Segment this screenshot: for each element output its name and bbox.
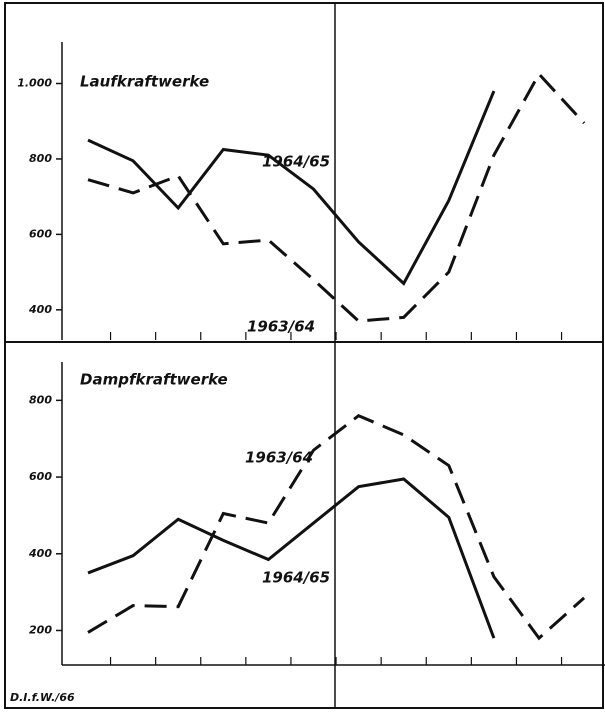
y-tick-label: 400 (28, 303, 52, 316)
series-label: 1964/65 (262, 153, 330, 171)
series-line (87, 90, 496, 286)
y-tick-label: 600 (29, 470, 52, 483)
series-line (87, 477, 496, 639)
y-tick-label: 600 (29, 227, 52, 240)
y-tick-label: 800 (29, 393, 52, 406)
series-line (87, 413, 586, 641)
series-label: 1963/64 (247, 318, 315, 336)
series-label: 1964/65 (262, 569, 330, 587)
panel-title: Dampfkraftwerke (80, 371, 228, 389)
y-tick-label: 200 (29, 623, 52, 636)
y-tick-label: 800 (29, 152, 52, 165)
frame (4, 2, 604, 709)
series-line (87, 71, 586, 323)
footer: D.I.f.W./66 (10, 691, 75, 704)
y-tick-label: 1.000 (17, 76, 52, 89)
series-label: 1963/64 (245, 449, 313, 467)
y-tick-label: 400 (28, 547, 52, 560)
panel-title: Laufkraftwerke (80, 73, 209, 91)
